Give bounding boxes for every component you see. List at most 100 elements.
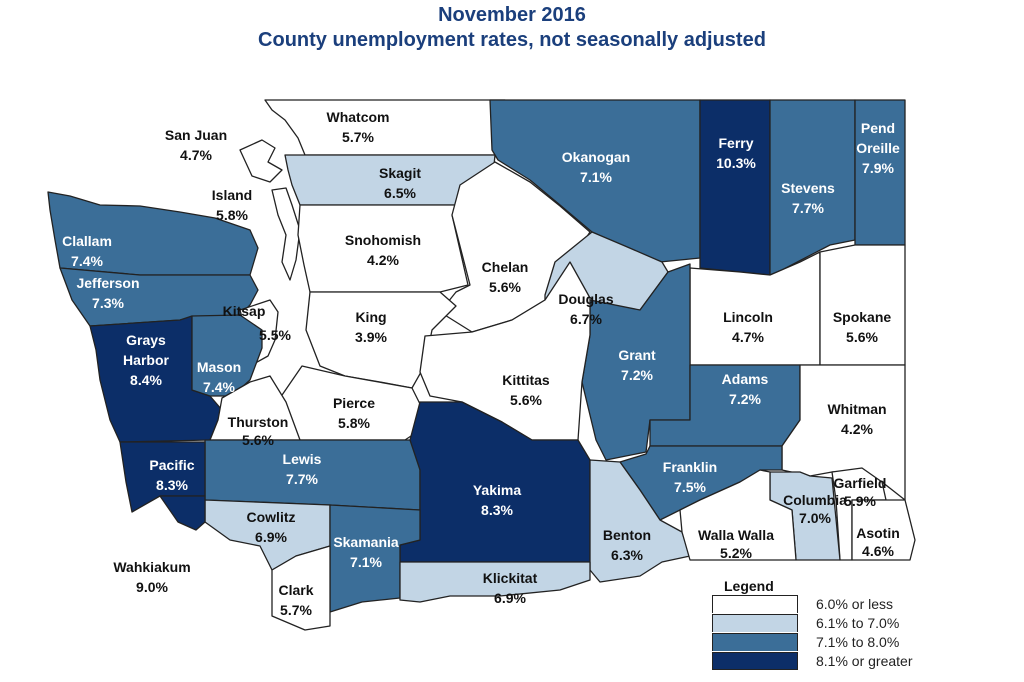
county-rate-san-juan: 4.7% bbox=[180, 147, 212, 163]
county-rate-clark: 5.7% bbox=[280, 602, 312, 618]
county-name-okanogan: Okanogan bbox=[562, 149, 630, 165]
county-name-chelan: Chelan bbox=[482, 259, 529, 275]
county-name-island: Island bbox=[212, 187, 252, 203]
county-name-kitsap: Kitsap bbox=[223, 303, 266, 319]
county-rate-skagit: 6.5% bbox=[384, 185, 416, 201]
legend-label: 8.1% or greater bbox=[816, 652, 913, 669]
county-name-grant: Grant bbox=[618, 347, 656, 363]
county-name-walla-walla: Walla Walla bbox=[698, 527, 774, 543]
county-name-pend-oreille: Oreille bbox=[856, 140, 900, 156]
county-wahkiakum bbox=[159, 495, 206, 531]
county-rate-clallam: 7.4% bbox=[71, 253, 103, 269]
county-spokane bbox=[819, 244, 906, 366]
county-name-douglas: Douglas bbox=[558, 291, 613, 307]
legend-swatch bbox=[712, 613, 798, 632]
county-name-whitman: Whitman bbox=[827, 401, 886, 417]
county-island bbox=[271, 187, 301, 281]
county-thurston bbox=[209, 375, 301, 441]
legend-label: 6.1% to 7.0% bbox=[816, 614, 900, 631]
county-rate-snohomish: 4.2% bbox=[367, 252, 399, 268]
county-name-stevens: Stevens bbox=[781, 180, 835, 196]
county-name-whatcom: Whatcom bbox=[327, 109, 390, 125]
county-kittitas bbox=[419, 261, 591, 441]
county-rate-cowlitz: 6.9% bbox=[255, 529, 287, 545]
county-rate-chelan: 5.6% bbox=[489, 279, 521, 295]
county-rate-asotin: 4.6% bbox=[862, 543, 894, 559]
county-name-clallam: Clallam bbox=[62, 233, 112, 249]
county-ferry bbox=[699, 99, 771, 276]
county-rate-mason: 7.4% bbox=[203, 379, 235, 395]
legend-label: 6.0% or less bbox=[816, 595, 894, 612]
county-name-cowlitz: Cowlitz bbox=[247, 509, 296, 525]
county-name-king: King bbox=[355, 309, 386, 325]
county-name-franklin: Franklin bbox=[663, 459, 717, 475]
county-name-skagit: Skagit bbox=[379, 165, 421, 181]
county-name-clark: Clark bbox=[278, 582, 313, 598]
county-rate-benton: 6.3% bbox=[611, 547, 643, 563]
county-name-jefferson: Jefferson bbox=[76, 275, 139, 291]
county-rate-walla-walla: 5.2% bbox=[720, 545, 752, 561]
county-name-pierce: Pierce bbox=[333, 395, 375, 411]
county-name-lincoln: Lincoln bbox=[723, 309, 773, 325]
county-name-pacific: Pacific bbox=[149, 457, 194, 473]
county-rate-lincoln: 4.7% bbox=[732, 329, 764, 345]
county-rate-okanogan: 7.1% bbox=[580, 169, 612, 185]
county-rate-king: 3.9% bbox=[355, 329, 387, 345]
county-rate-whatcom: 5.7% bbox=[342, 129, 374, 145]
legend-item: 6.0% or less bbox=[712, 594, 913, 613]
county-name-mason: Mason bbox=[197, 359, 241, 375]
legend-title: Legend bbox=[724, 578, 774, 594]
county-rate-franklin: 7.5% bbox=[674, 479, 706, 495]
county-name-skamania: Skamania bbox=[333, 534, 399, 550]
county-snohomish bbox=[297, 204, 469, 293]
legend-swatch bbox=[712, 632, 798, 651]
county-name-adams: Adams bbox=[722, 371, 769, 387]
legend-swatch bbox=[712, 594, 798, 613]
county-rate-douglas: 6.7% bbox=[570, 311, 602, 327]
legend-swatch bbox=[712, 651, 798, 670]
county-rate-klickitat: 6.9% bbox=[494, 590, 526, 606]
county-name-wahkiakum: Wahkiakum bbox=[113, 559, 190, 575]
county-name-san-juan: San Juan bbox=[165, 127, 227, 143]
county-name-asotin: Asotin bbox=[856, 525, 900, 541]
county-rate-island: 5.8% bbox=[216, 207, 248, 223]
county-name-grays-harbor: Harbor bbox=[123, 352, 169, 368]
county-name-benton: Benton bbox=[603, 527, 651, 543]
legend-item: 6.1% to 7.0% bbox=[712, 613, 913, 632]
legend: Legend 6.0% or less 6.1% to 7.0% 7.1% to 8… bbox=[712, 578, 913, 670]
county-rate-grant: 7.2% bbox=[621, 367, 653, 383]
county-rate-columbia: 7.0% bbox=[799, 510, 831, 526]
county-rate-pierce: 5.8% bbox=[338, 415, 370, 431]
county-name-garfield: Garfield bbox=[834, 475, 887, 491]
county-rate-pacific: 8.3% bbox=[156, 477, 188, 493]
county-rate-spokane: 5.6% bbox=[846, 329, 878, 345]
county-name-snohomish: Snohomish bbox=[345, 232, 421, 248]
map-title: November 2016 bbox=[438, 4, 586, 26]
county-name-thurston: Thurston bbox=[228, 414, 289, 430]
county-rate-adams: 7.2% bbox=[729, 391, 761, 407]
legend-label: 7.1% to 8.0% bbox=[816, 633, 900, 650]
county-san-juan bbox=[239, 139, 283, 183]
county-asotin bbox=[851, 499, 916, 561]
county-name-ferry: Ferry bbox=[718, 135, 753, 151]
county-clark bbox=[271, 545, 331, 631]
county-name-grays-harbor: Grays bbox=[126, 332, 166, 348]
county-rate-skamania: 7.1% bbox=[350, 554, 382, 570]
county-rate-lewis: 7.7% bbox=[286, 471, 318, 487]
legend-item: 7.1% to 8.0% bbox=[712, 632, 913, 651]
county-rate-stevens: 7.7% bbox=[792, 200, 824, 216]
county-name-lewis: Lewis bbox=[283, 451, 322, 467]
county-rate-ferry: 10.3% bbox=[716, 155, 756, 171]
map-subtitle: County unemployment rates, not seasonall… bbox=[258, 29, 766, 51]
county-clallam bbox=[47, 191, 259, 276]
county-rate-thurston: 5.6% bbox=[242, 432, 274, 448]
county-mason bbox=[191, 314, 263, 397]
county-rate-wahkiakum: 9.0% bbox=[136, 579, 168, 595]
county-walla-walla bbox=[679, 469, 797, 561]
county-name-columbia: Columbia bbox=[783, 492, 847, 508]
county-rate-pend-oreille: 7.9% bbox=[862, 160, 894, 176]
county-rate-kitsap: 5.5% bbox=[259, 327, 291, 343]
county-name-klickitat: Klickitat bbox=[483, 570, 538, 586]
county-name-pend-oreille: Pend bbox=[861, 120, 895, 136]
